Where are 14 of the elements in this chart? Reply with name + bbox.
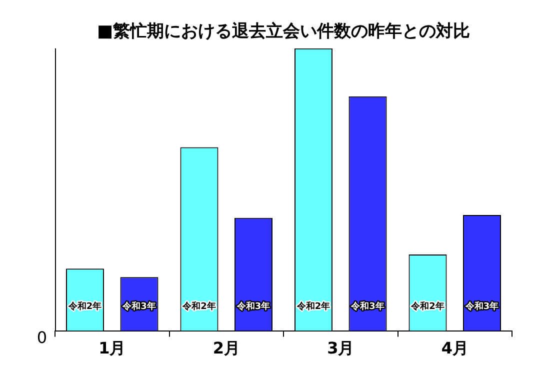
text: 令和3年 — [351, 302, 384, 312]
series-label: 令和2年 — [67, 301, 102, 312]
text: 令和2年 — [182, 302, 216, 312]
text: 0 — [36, 328, 47, 347]
x-tick-label: 1月 — [98, 338, 126, 358]
text: 令和2年 — [296, 302, 330, 312]
x-tick-label: 4月 — [441, 338, 468, 358]
text: 令和3年 — [236, 302, 270, 312]
text: 令和2年 — [411, 302, 444, 312]
x-tick-label: 2月 — [212, 338, 240, 358]
x-tick-label: 3月 — [327, 338, 354, 358]
chart-title: ■繁忙期における退去立会い件数の昨年との対比 — [96, 22, 470, 42]
text: 令和3年 — [465, 302, 499, 312]
series-label: 令和3年 — [122, 301, 156, 312]
